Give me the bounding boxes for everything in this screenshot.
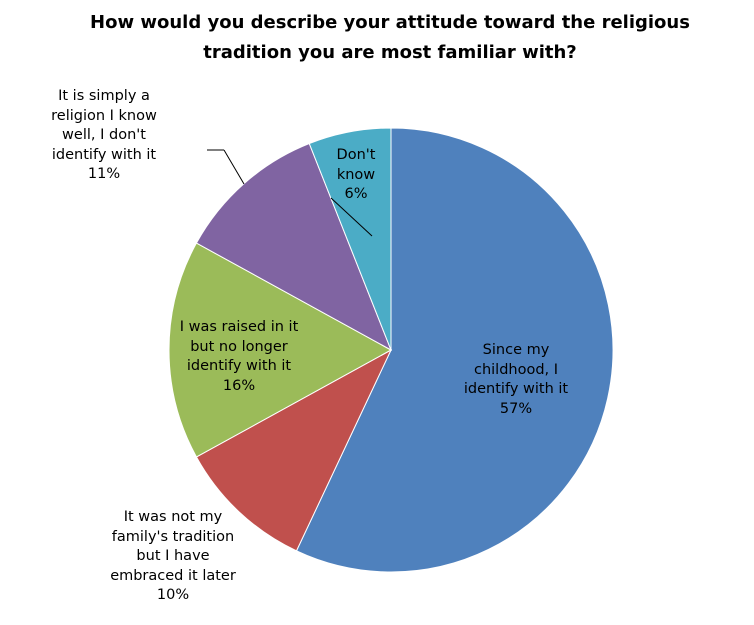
slice-label: It is simply a religion I know well, I d… [51, 88, 157, 182]
pie-slice [195, 348, 393, 552]
slice-label: I was raised in it but no longer identif… [179, 319, 299, 394]
pie-slice [168, 242, 393, 458]
leader-line [330, 197, 373, 237]
pie-slices [168, 127, 614, 573]
pie-slice [308, 127, 392, 351]
slice-label: Since my childhood, I identify with it 5… [463, 342, 569, 417]
pie-slice [295, 127, 614, 573]
chart-title-line-2: tradition you are most familiar with? [203, 42, 577, 63]
chart-title-line-1: How would you describe your attitude tow… [90, 12, 690, 33]
slice-label: It was not my family's tradition but I h… [110, 509, 236, 603]
leader-line [223, 149, 245, 185]
slice-label: Don't know 6% [336, 147, 376, 202]
